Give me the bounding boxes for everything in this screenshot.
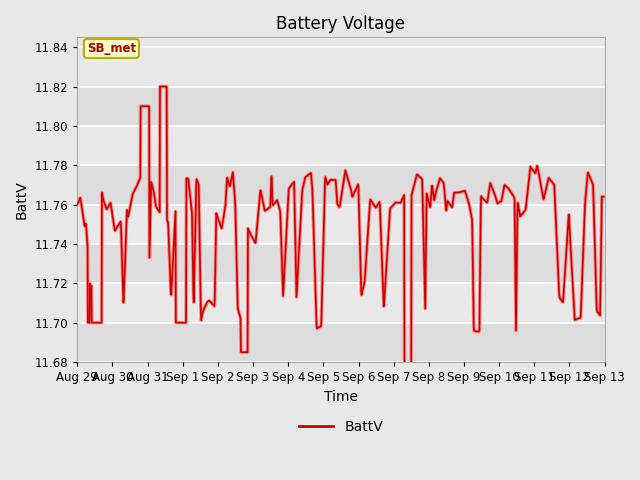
Legend: BattV: BattV	[293, 414, 389, 440]
Title: Battery Voltage: Battery Voltage	[276, 15, 406, 33]
Bar	[77, 165, 605, 204]
Bar	[77, 323, 605, 362]
Bar	[77, 47, 605, 86]
Bar	[77, 86, 605, 126]
Y-axis label: BattV: BattV	[15, 180, 29, 219]
Bar	[77, 244, 605, 283]
Bar	[77, 204, 605, 244]
Text: SB_met: SB_met	[87, 42, 136, 55]
X-axis label: Time: Time	[324, 390, 358, 404]
Bar	[77, 283, 605, 323]
Bar	[77, 126, 605, 165]
